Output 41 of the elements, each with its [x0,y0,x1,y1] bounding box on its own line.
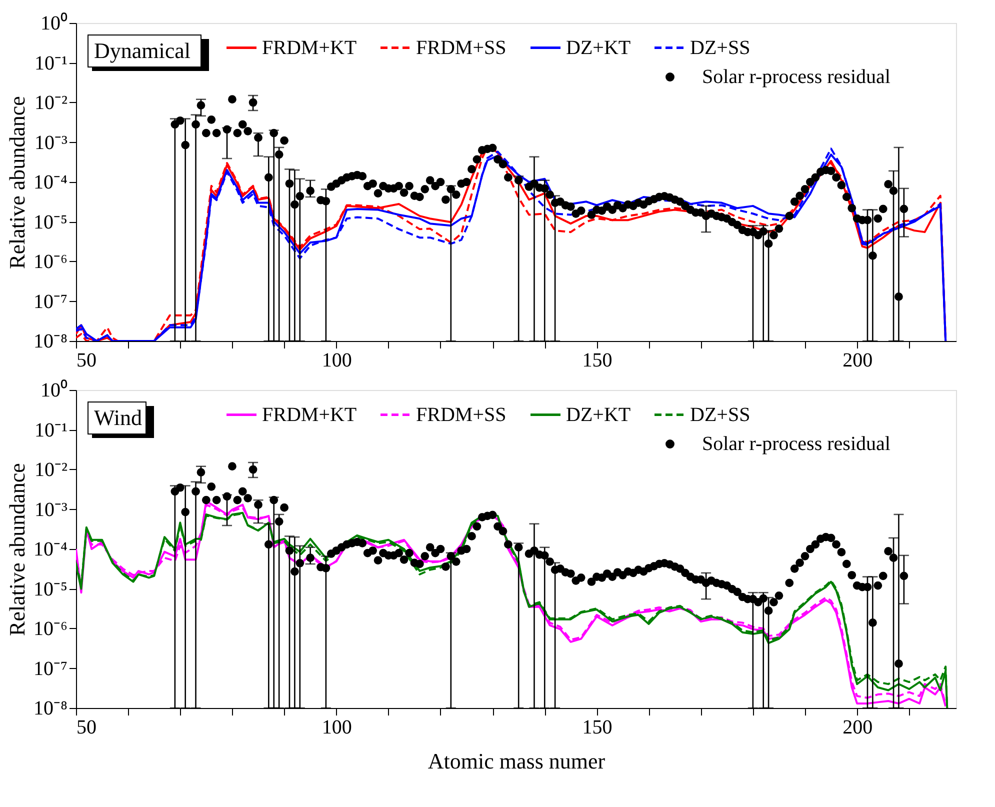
y-axis-title: Relative abundance [4,463,30,636]
x-tick-label: 50 [76,350,96,372]
x-tick-label: 200 [842,350,873,372]
y-tick-label: 10⁻¹ [34,52,68,74]
y-axis-title: Relative abundance [4,96,30,269]
y-tick-label: 10⁻⁴ [34,538,68,560]
y-tick-label: 10⁻⁵ [34,211,68,234]
x-tick-label: 50 [76,716,96,738]
legend-label: FRDM+SS [416,36,506,59]
legend-label: FRDM+SS [416,404,506,426]
y-tick-label: 10⁻⁸ [34,698,68,720]
y-tick-label: 10⁻⁶ [34,251,68,273]
y-tick-label: 10⁻³ [34,132,68,154]
x-tick-label: 100 [322,350,352,372]
y-tick-label: 10⁻⁷ [34,290,68,313]
legend-label: FRDM+KT [262,36,357,59]
y-tick-label: 10⁻⁸ [34,330,68,352]
x-tick-label: 150 [582,716,612,738]
legend-label: FRDM+KT [262,404,357,426]
annotation: Dynamical [94,38,191,63]
y-tick-label: 10⁻⁷ [34,658,68,680]
legend-label: DZ+SS [690,404,750,426]
legend-label: Solar r-process residual [702,433,891,455]
x-tick-label: 100 [322,716,352,738]
x-axis-title: Atomic mass numer [428,748,606,774]
x-tick-label: 200 [842,716,873,738]
y-tick-label: 10⁰ [40,378,68,402]
annotation: Wind [94,405,142,430]
y-tick-label: 10⁻⁶ [34,618,68,640]
y-tick-label: 10⁻⁴ [34,172,68,194]
x-tick-label: 150 [582,350,612,372]
y-tick-label: 10⁰ [40,12,68,34]
legend-label: DZ+KT [566,404,631,426]
legend-label: DZ+SS [690,36,750,59]
legend-label: DZ+KT [566,36,631,59]
y-tick-label: 10⁻⁵ [34,578,68,600]
legend-label: Solar r-process residual [702,66,891,88]
y-tick-label: 10⁻³ [34,498,68,521]
y-tick-label: 10⁻² [34,92,68,114]
y-tick-label: 10⁻² [34,459,68,481]
y-tick-label: 10⁻¹ [34,419,68,442]
